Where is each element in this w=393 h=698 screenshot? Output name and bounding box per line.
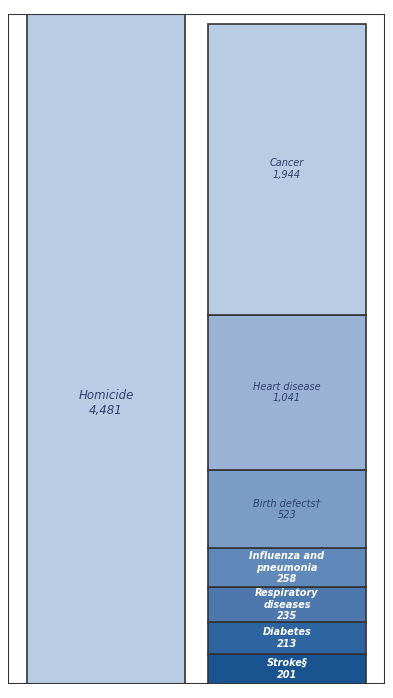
Text: Homicide
4,481: Homicide 4,481 (78, 389, 134, 417)
Text: Influenza and
pneumonia
258: Influenza and pneumonia 258 (250, 551, 325, 584)
Bar (208, 622, 366, 654)
Text: Diabetes
213: Diabetes 213 (263, 628, 311, 649)
Text: Stroke§
201: Stroke§ 201 (267, 658, 307, 680)
Bar (208, 549, 366, 587)
Bar (27, 14, 185, 684)
Text: Heart disease
1,041: Heart disease 1,041 (253, 382, 321, 403)
Text: Respiratory
diseases
235: Respiratory diseases 235 (255, 588, 319, 621)
Bar (208, 587, 366, 622)
Bar (208, 654, 366, 684)
Bar (208, 24, 366, 315)
Bar (208, 470, 366, 549)
Text: Cancer
1,944: Cancer 1,944 (270, 158, 304, 180)
Text: Birth defects†
523: Birth defects† 523 (253, 498, 321, 520)
Bar (208, 315, 366, 470)
